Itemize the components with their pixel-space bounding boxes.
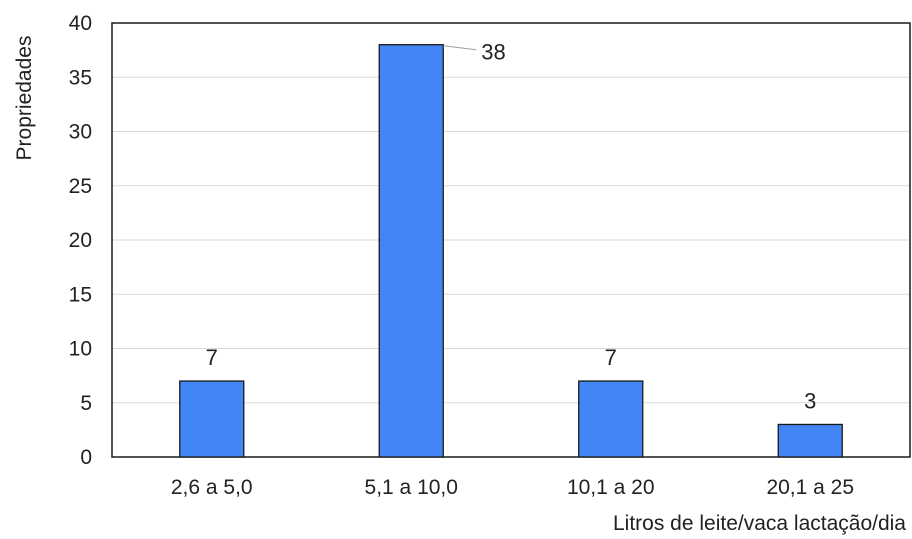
y-tick-label: 10 — [69, 338, 92, 361]
bar — [578, 380, 644, 458]
y-tick-label: 15 — [69, 283, 92, 306]
y-axis-title: Propriedades — [13, 36, 36, 161]
y-tick-label: 40 — [69, 12, 92, 35]
y-tick-labels: 0 5 10 15 20 25 30 35 40 — [69, 12, 92, 469]
data-label: 3 — [804, 388, 816, 413]
y-tick-label: 20 — [69, 229, 92, 252]
x-tick-labels: 2,6 a 5,0 5,1 a 10,0 10,1 a 20 20,1 a 25 — [171, 476, 854, 499]
y-tick-label: 30 — [69, 121, 92, 144]
y-tick-label: 35 — [69, 66, 92, 89]
label-leaders — [443, 45, 477, 51]
bar — [378, 44, 444, 458]
data-labels: 7 38 7 3 — [206, 40, 817, 414]
x-tick-label: 5,1 a 10,0 — [365, 476, 458, 499]
y-tick-label: 25 — [69, 175, 92, 198]
bar — [179, 380, 245, 458]
y-tick-label: 5 — [80, 392, 92, 415]
x-tick-label: 20,1 a 25 — [766, 476, 854, 499]
x-axis-title: Litros de leite/vaca lactação/dia — [613, 512, 906, 535]
x-tick-label: 10,1 a 20 — [567, 476, 655, 499]
bars — [179, 44, 843, 458]
plot-frame — [111, 22, 911, 458]
bar — [777, 423, 843, 458]
data-label: 7 — [206, 345, 218, 370]
data-label: 7 — [605, 345, 617, 370]
x-tick-label: 2,6 a 5,0 — [171, 476, 253, 499]
y-tick-label: 0 — [80, 446, 92, 469]
data-label: 38 — [481, 40, 505, 65]
data-label-leader — [443, 45, 477, 51]
gridlines — [112, 76, 910, 404]
